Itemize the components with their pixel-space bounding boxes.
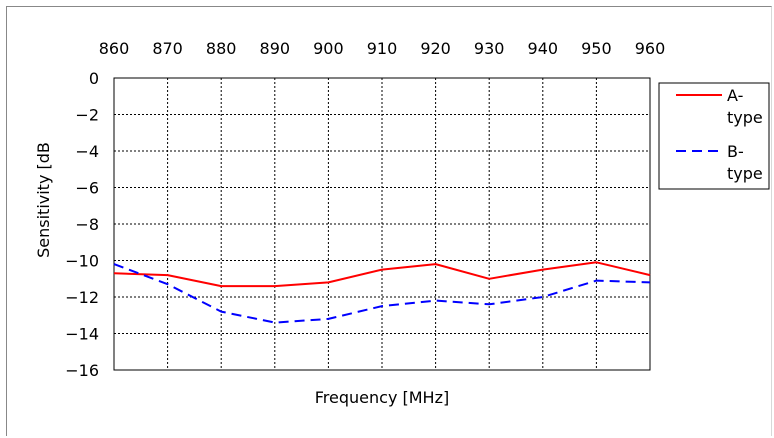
x-tick-label: 860 — [99, 39, 130, 58]
y-tick-label: −10 — [65, 252, 99, 271]
x-tick-label: 900 — [313, 39, 344, 58]
x-axis-ticks: 860 870 880 890 900 910 920 930 940 950 960 — [99, 39, 666, 58]
legend-label: type — [727, 164, 763, 183]
y-tick-label: −6 — [75, 179, 99, 198]
legend-box — [658, 82, 770, 190]
x-tick-label: 940 — [528, 39, 559, 58]
y-tick-label: −4 — [75, 142, 99, 161]
plot-area — [113, 77, 651, 371]
x-tick-label: 950 — [581, 39, 612, 58]
x-axis-label: Frequency [MHz] — [315, 388, 449, 407]
y-tick-label: −8 — [75, 215, 99, 234]
legend-label: A- — [727, 86, 743, 105]
series-line — [113, 263, 651, 324]
chart-frame — [6, 6, 772, 436]
x-tick-label: 930 — [474, 39, 505, 58]
y-tick-label: −16 — [65, 361, 99, 380]
x-tick-label: 910 — [367, 39, 398, 58]
legend-label: B- — [727, 142, 744, 161]
series-line — [113, 261, 651, 288]
grid — [114, 78, 650, 370]
x-tick-label: 890 — [260, 39, 291, 58]
y-axis-ticks: 0 −2 −4 −6 −8 −10 −12 −14 −16 — [65, 69, 99, 380]
y-tick-label: 0 — [89, 69, 99, 88]
y-axis-label: Sensitivity [dB — [34, 142, 53, 258]
x-tick-label: 870 — [152, 39, 183, 58]
y-tick-label: −2 — [75, 106, 99, 125]
x-tick-label: 920 — [420, 39, 451, 58]
series-group — [113, 261, 651, 324]
y-tick-label: −14 — [65, 325, 99, 344]
x-tick-label: 880 — [206, 39, 237, 58]
legend-label: type — [727, 108, 763, 127]
y-tick-label: −12 — [65, 288, 99, 307]
legend: A-type B-type — [658, 82, 770, 190]
x-tick-label: 960 — [635, 39, 666, 58]
